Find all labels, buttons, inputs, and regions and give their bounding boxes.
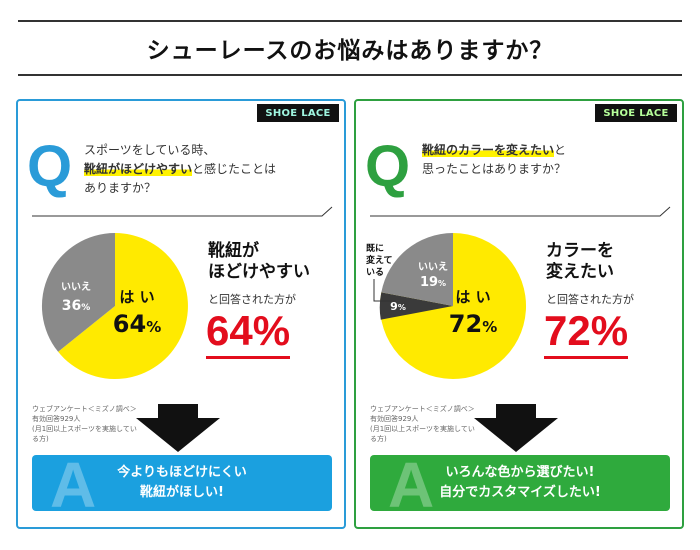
pie-label-yes: は い <box>119 288 154 306</box>
answer-line: 自分でカスタマイズしたい! <box>439 485 601 500</box>
survey-note-line: ウェブアンケート＜ミズノ調べ＞ <box>32 405 137 413</box>
pie-label-already-line: 変えて <box>366 256 393 266</box>
question-text-rest: と <box>554 143 567 157</box>
pie-slice-yes <box>58 233 188 379</box>
pie-label-already: 既に 変えて いる <box>366 243 393 279</box>
question-line: 靴紐のカラーを変えたいと <box>422 141 677 160</box>
survey-note-line: ウェブアンケート＜ミズノ調べ＞ <box>370 405 475 413</box>
answer-banner: A いろんな色から選びたい! 自分でカスタマイズしたい! <box>370 455 670 511</box>
result-percent: 64% <box>206 306 291 359</box>
question-highlight: 靴紐のカラーを変えたい <box>422 143 555 157</box>
question-text: スポーツをしている時、 靴紐がほどけやすいと感じたことは ありますか？ <box>84 141 339 198</box>
brand-tag: SHOE LACE <box>595 104 677 122</box>
question-mark-letter: Q <box>365 134 411 199</box>
pie-value-no: 36 <box>62 298 81 314</box>
pie-unit-yes: % <box>482 318 497 336</box>
pie-slice-already <box>379 292 453 320</box>
svg-text:36%: 36% <box>62 298 91 314</box>
pie-unit-already: % <box>398 303 406 312</box>
svg-text:72%: 72% <box>449 310 497 338</box>
survey-card-laces-untie: SHOE LACE Q スポーツをしている時、 靴紐がほどけやすいと感じたことは… <box>16 99 346 529</box>
pie-label-yes: は い <box>455 288 490 306</box>
pie-unit-yes: % <box>146 318 161 336</box>
answer-banner: A 今よりもほどけにくい 靴紐がほしい! <box>32 455 332 511</box>
question-text-rest: と感じたことは <box>192 162 277 176</box>
result-subtext: と回答された方が <box>208 293 296 306</box>
result-subtext: と回答された方が <box>546 293 634 306</box>
svg-text:64%: 64% <box>113 310 161 338</box>
question-line: 思ったことはありますか？ <box>422 162 567 176</box>
page-title: シューレースのお悩みはありますか？ <box>146 38 554 64</box>
survey-note-line: (月1回以上スポーツを実施してい <box>32 425 137 433</box>
pie-label-already-line: いる <box>366 268 385 278</box>
survey-note-line: (月1回以上スポーツを実施してい <box>370 425 475 433</box>
result-headline-line: 変えたい <box>546 262 614 282</box>
pie-value-already: 9 <box>390 300 398 313</box>
leader-line-icon <box>373 279 396 302</box>
question-mark-letter: Q <box>27 134 73 199</box>
pie-value-no: 19 <box>420 275 438 290</box>
answer-mark-letter: A <box>388 455 435 511</box>
result-headline-line: ほどけやすい <box>208 262 310 282</box>
pie-label-no: いいえ <box>418 261 448 273</box>
survey-note: ウェブアンケート＜ミズノ調べ＞ 有効回答929人 (月1回以上スポーツを実施して… <box>370 404 480 444</box>
brand-tag: SHOE LACE <box>257 104 339 122</box>
result-headline-line: 靴紐が <box>208 241 259 261</box>
pie-label-no: いいえ <box>61 281 91 293</box>
pie-slice-no <box>381 233 453 306</box>
answer-mark-letter: A <box>50 455 97 511</box>
question-highlight: 靴紐がほどけやすい <box>84 162 193 176</box>
pie-slice-no <box>41 232 115 352</box>
answer-line: 今よりもほどけにくい <box>117 465 247 480</box>
down-arrow-icon <box>136 404 220 452</box>
svg-text:19%: 19% <box>420 275 446 290</box>
survey-note-line: る方) <box>370 435 387 443</box>
survey-note: ウェブアンケート＜ミズノ調べ＞ 有効回答929人 (月1回以上スポーツを実施して… <box>32 404 142 444</box>
page-header: シューレースのお悩みはありますか？ <box>18 20 682 76</box>
answer-line: いろんな色から選びたい! <box>445 465 595 480</box>
down-arrow-icon <box>474 404 558 452</box>
survey-note-line: 有効回答929人 <box>32 415 81 423</box>
pie-chart-lace-color: は い 72% いいえ 19% 9% <box>379 233 527 379</box>
question-text: 靴紐のカラーを変えたいと 思ったことはありますか？ <box>422 141 677 179</box>
divider-arrow-icon <box>370 206 671 217</box>
pie-slice-yes <box>380 233 527 379</box>
pie-unit-no: % <box>81 303 90 313</box>
pie-value-yes: 72 <box>449 310 482 338</box>
question-line: スポーツをしている時、 <box>84 143 216 157</box>
divider-arrow-icon <box>32 206 333 217</box>
question-line: 靴紐がほどけやすいと感じたことは <box>84 160 339 179</box>
result-headline: カラーを 変えたい <box>546 241 614 283</box>
svg-text:9%: 9% <box>390 300 406 313</box>
result-percent: 72% <box>544 306 629 359</box>
question-line: ありますか？ <box>84 181 157 195</box>
result-headline: 靴紐が ほどけやすい <box>208 241 310 283</box>
pie-unit-no: % <box>438 279 446 288</box>
pie-label-already-line: 既に <box>366 244 385 254</box>
survey-note-line: 有効回答929人 <box>370 415 419 423</box>
survey-card-lace-color: SHOE LACE Q 靴紐のカラーを変えたいと 思ったことはありますか？ は … <box>354 99 684 529</box>
result-headline-line: カラーを <box>546 241 614 261</box>
pie-chart-laces-untie: は い 64% いいえ 36% <box>41 232 188 379</box>
pie-value-yes: 64 <box>113 310 146 338</box>
survey-note-line: る方) <box>32 435 49 443</box>
answer-line: 靴紐がほしい! <box>140 485 224 500</box>
